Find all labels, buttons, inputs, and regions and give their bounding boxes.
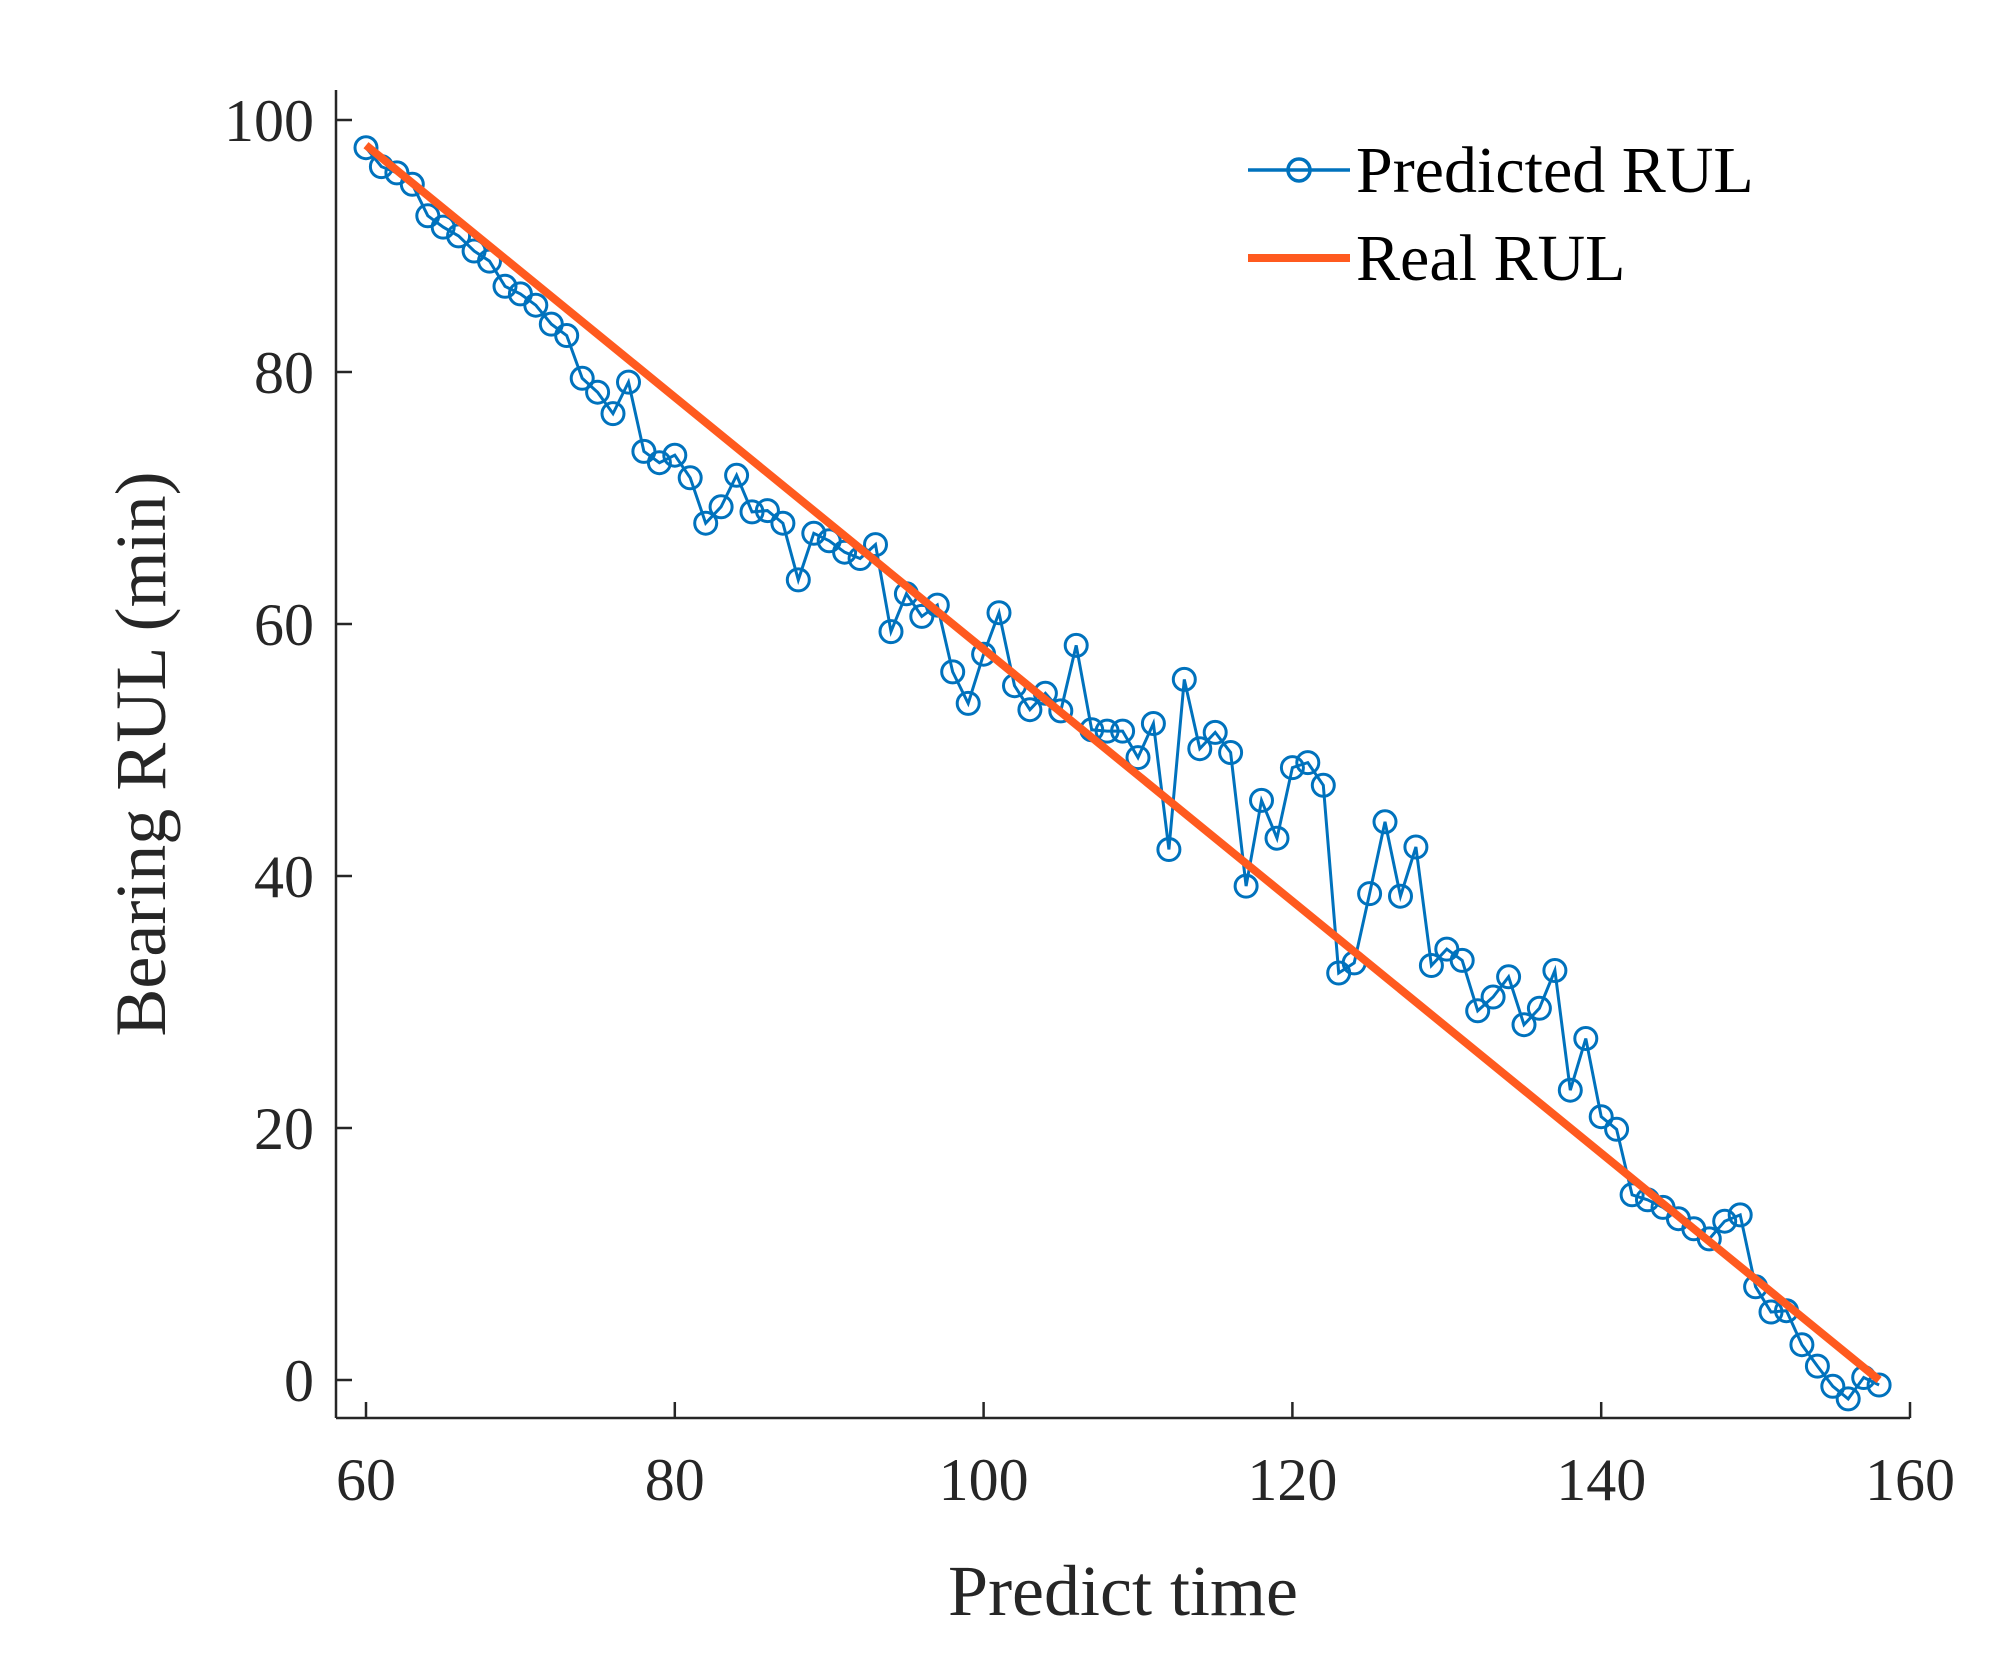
predicted-rul-point bbox=[724, 462, 750, 488]
predicted-rul-point bbox=[523, 292, 549, 318]
predicted-rul-point bbox=[585, 379, 611, 405]
predicted-rul-point bbox=[955, 690, 981, 716]
predicted-rul-point bbox=[1835, 1386, 1861, 1412]
predicted-rul-point bbox=[646, 450, 672, 476]
legend-real-label: Real RUL bbox=[1356, 222, 1625, 295]
legend: Predicted RUL Real RUL bbox=[1248, 134, 1754, 295]
predicted-rul-point bbox=[1310, 772, 1336, 798]
predicted-rul-point bbox=[1187, 736, 1213, 762]
predicted-rul-point bbox=[1048, 698, 1074, 724]
predicted-rul-point bbox=[1171, 666, 1197, 692]
predicted-rul-point bbox=[569, 365, 595, 391]
predicted-rul-point bbox=[878, 619, 904, 645]
predicted-rul-point bbox=[1480, 984, 1506, 1010]
ticks-layer: 60 80 100 120 140 160 0 20 40 60 80 100 bbox=[224, 88, 1955, 1513]
y-tick-label: 80 bbox=[254, 340, 314, 406]
predicted-rul-point bbox=[1125, 745, 1151, 771]
predicted-rul-point bbox=[1619, 1182, 1645, 1208]
predicted-rul-point bbox=[801, 520, 827, 546]
x-tick-label: 140 bbox=[1556, 1447, 1646, 1513]
predicted-rul-point bbox=[1758, 1299, 1784, 1325]
predicted-rul-point bbox=[770, 510, 796, 536]
x-tick-label: 100 bbox=[939, 1447, 1029, 1513]
predicted-rul-point bbox=[1696, 1226, 1722, 1252]
predicted-rul-point bbox=[399, 171, 425, 197]
x-tick-label: 80 bbox=[645, 1447, 705, 1513]
x-tick-label: 160 bbox=[1865, 1447, 1955, 1513]
predicted-rul-point bbox=[1542, 958, 1568, 983]
x-tick-label: 60 bbox=[336, 1447, 396, 1513]
axes-layer bbox=[334, 90, 1910, 1420]
predicted-rul-point bbox=[1218, 740, 1244, 765]
predicted-rul-point bbox=[1063, 632, 1089, 658]
predicted-rul-point bbox=[785, 567, 811, 593]
predicted-rul-point bbox=[1588, 1104, 1614, 1130]
predicted-rul-point bbox=[1573, 1026, 1599, 1051]
predicted-rul-point bbox=[1264, 825, 1290, 851]
y-tick-label: 20 bbox=[254, 1096, 314, 1162]
predicted-rul-point bbox=[492, 273, 518, 299]
predicted-rul-point bbox=[693, 510, 719, 536]
predicted-rul-point bbox=[1295, 750, 1321, 776]
predicted-rul-point bbox=[1820, 1373, 1846, 1399]
real-rul-line bbox=[363, 142, 1882, 1384]
y-tick-label: 100 bbox=[224, 88, 314, 154]
predicted-rul-point bbox=[1712, 1208, 1738, 1234]
predicted-rul-point bbox=[708, 494, 734, 520]
predicted-rul-point bbox=[677, 465, 703, 491]
y-tick-label: 40 bbox=[254, 844, 314, 910]
legend-predicted-marker bbox=[1286, 157, 1312, 183]
y-axis-title: Bearing RUL (min) bbox=[101, 471, 181, 1036]
predicted-rul-point bbox=[1727, 1202, 1753, 1228]
predicted-rul-point bbox=[739, 499, 765, 525]
y-tick-label: 0 bbox=[284, 1348, 314, 1414]
predicted-rul-point bbox=[1866, 1372, 1892, 1398]
predicted-rul-point bbox=[1094, 718, 1120, 744]
predicted-rul-point bbox=[662, 442, 688, 468]
predicted-rul-point bbox=[1156, 837, 1182, 862]
predicted-rul-point bbox=[832, 539, 858, 565]
predicted-rul-point bbox=[1017, 697, 1043, 723]
predicted-rul-point bbox=[1202, 719, 1228, 745]
predicted-rul-point bbox=[1604, 1116, 1630, 1142]
predicted-rul-point bbox=[1249, 787, 1274, 813]
series-layer bbox=[353, 135, 1892, 1412]
predicted-rul-point bbox=[1557, 1077, 1583, 1103]
predicted-rul-point bbox=[1496, 964, 1522, 990]
predicted-rul-point bbox=[754, 498, 780, 524]
predicted-rul-point bbox=[1511, 1012, 1537, 1038]
predicted-rul-point bbox=[1804, 1353, 1830, 1379]
predicted-rul-point bbox=[554, 323, 580, 348]
predicted-rul-point bbox=[1526, 995, 1552, 1021]
predicted-rul-point bbox=[1110, 718, 1136, 744]
predicted-rul-point bbox=[1372, 809, 1398, 835]
predicted-rul-point bbox=[600, 401, 626, 427]
plot-area bbox=[336, 90, 1910, 1418]
predicted-rul-point bbox=[1403, 834, 1429, 860]
x-tick-label: 120 bbox=[1247, 1447, 1337, 1513]
predicted-rul-point bbox=[940, 659, 966, 685]
predicted-rul-point bbox=[1233, 873, 1259, 899]
predicted-rul-point bbox=[1789, 1332, 1815, 1358]
predicted-rul-point bbox=[1140, 711, 1166, 736]
x-axis-title: Predict time bbox=[948, 1551, 1298, 1631]
predicted-rul-point bbox=[863, 532, 888, 558]
y-tick-label: 60 bbox=[254, 592, 314, 658]
predicted-rul-point bbox=[1279, 755, 1305, 781]
predicted-rul-point bbox=[986, 600, 1012, 626]
predicted-rul-point bbox=[1357, 881, 1383, 907]
predicted-rul-point bbox=[1449, 947, 1475, 973]
predicted-rul-point bbox=[1465, 998, 1491, 1024]
predicted-rul-point bbox=[1388, 883, 1413, 909]
legend-predicted-label: Predicted RUL bbox=[1356, 134, 1754, 207]
predicted-rul-point bbox=[353, 135, 379, 161]
predicted-rul-point bbox=[616, 369, 641, 395]
predicted-rul-point bbox=[1418, 953, 1444, 978]
